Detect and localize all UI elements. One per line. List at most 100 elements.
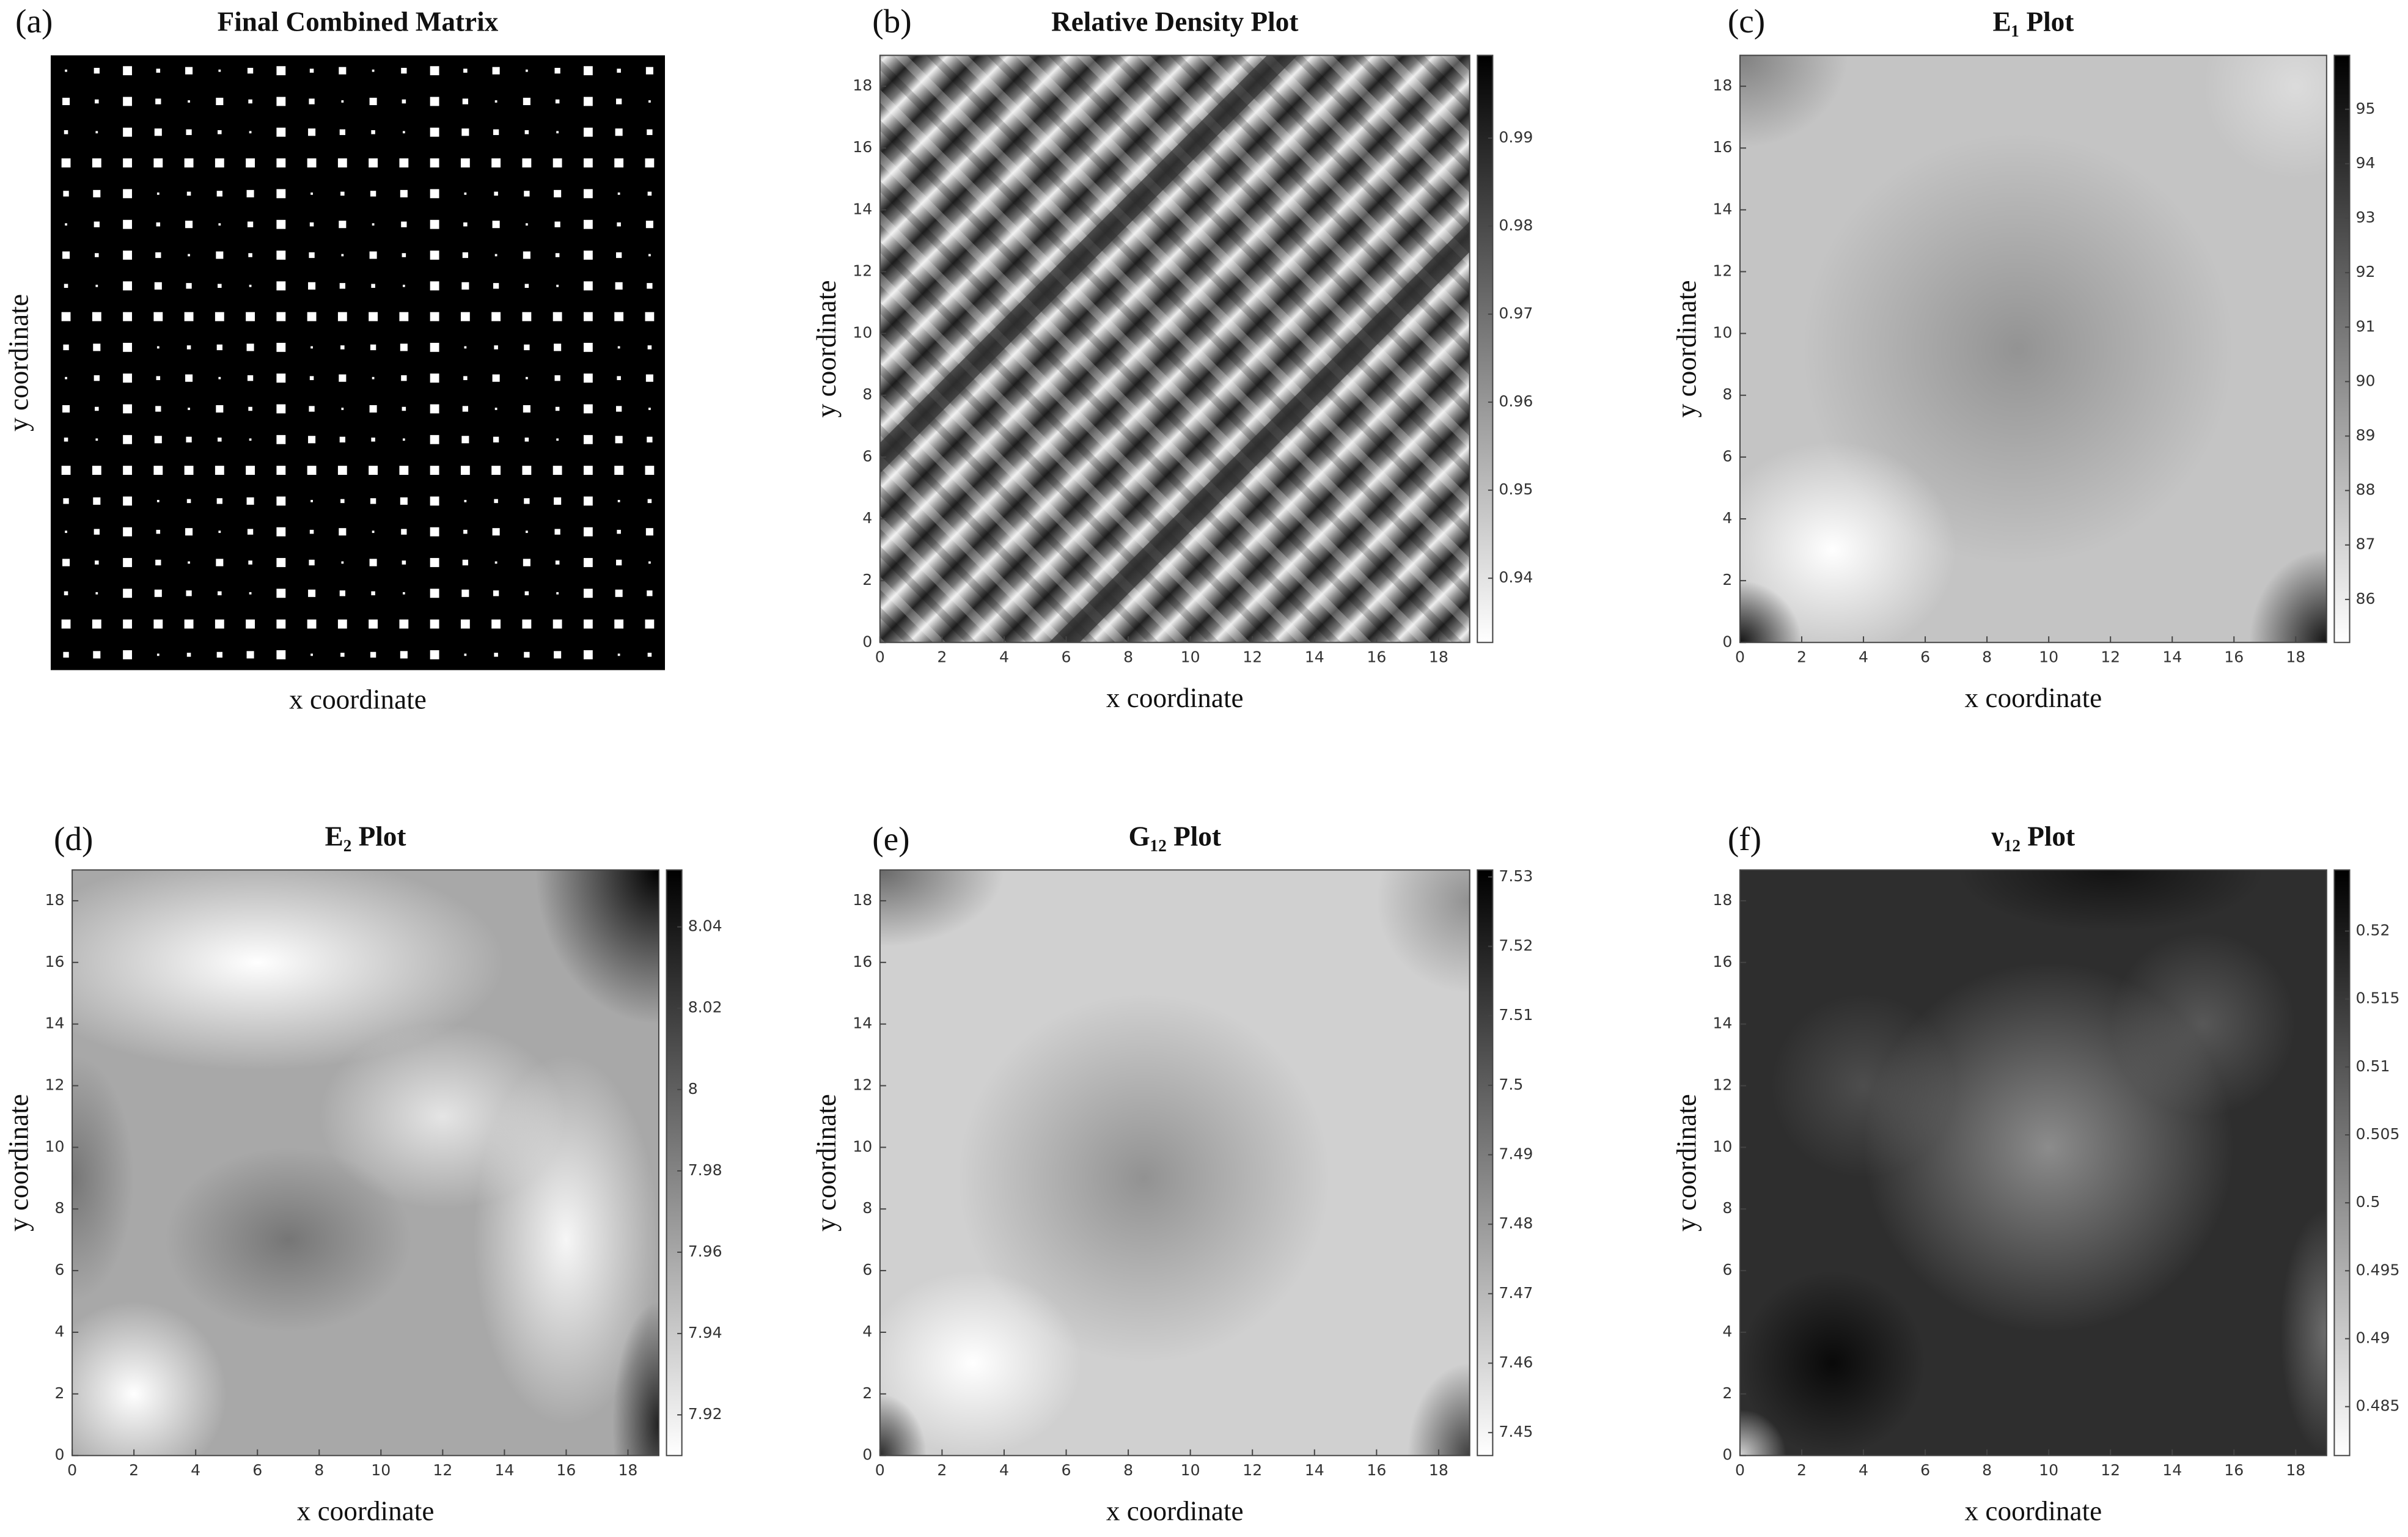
matrix-cell [93,343,101,351]
matrix-cell [123,66,132,76]
y-tick-label: 16 [853,953,872,970]
matrix-cell [276,435,286,444]
x-tick-label: 10 [1181,1461,1200,1479]
matrix-cell [402,99,406,104]
matrix-cell [185,528,193,536]
matrix-cell [430,496,439,506]
matrix-cell [154,436,162,444]
shade [1956,870,2265,932]
matrix-cell [339,436,345,442]
x-tick-label: 0 [1735,1461,1745,1479]
shade [957,993,1331,1363]
matrix-cell [525,223,528,226]
matrix-cell [494,100,497,103]
matrix-cell [94,68,100,74]
matrix-cell [248,560,252,565]
y-tick-label: 16 [853,138,872,156]
colorbar-tick-label: 7.48 [1499,1214,1533,1232]
matrix-cell [430,219,439,229]
matrix-cell [464,500,467,502]
colorbar-tick-label: 0.94 [1499,568,1533,586]
y-tick-label: 12 [1712,262,1732,279]
matrix-cell [430,251,439,260]
x-tick-label: 16 [2224,648,2244,666]
matrix-cell [615,282,623,290]
matrix-cell [371,438,375,442]
colorbar-tick-label: 7.51 [1499,1006,1533,1024]
x-axis-label: x coordinate [1106,683,1244,713]
matrix-cell [556,438,559,441]
matrix-cell [523,559,530,567]
matrix-cell [522,312,532,321]
y-tick-label: 0 [862,633,872,650]
y-tick-label: 12 [1712,1076,1732,1094]
matrix-cell [400,189,408,197]
matrix-cell [648,100,651,103]
plot-area [1739,870,2327,1456]
x-axis-label: x coordinate [1106,1496,1244,1527]
x-axis-label: x coordinate [1965,683,2102,713]
x-tick-label: 0 [875,648,885,666]
y-tick-label: 12 [853,262,872,279]
matrix-cell [341,408,344,410]
matrix-cell [369,251,377,259]
x-tick-label: 14 [494,1461,514,1479]
matrix-cell [64,130,68,134]
matrix-cell [555,253,560,257]
matrix-cell [369,97,377,106]
shade [2280,1209,2327,1456]
matrix-cell [62,405,70,413]
y-tick-label: 16 [1712,138,1732,156]
matrix-cell [276,527,286,537]
matrix-cell [62,559,70,567]
matrix-cell [617,376,621,380]
matrix-cell [430,66,439,76]
matrix-cell [402,131,405,134]
x-tick-label: 12 [2101,648,2120,666]
matrix-cell [430,312,439,321]
y-tick-label: 10 [1712,324,1732,342]
matrix-cell [525,69,528,72]
matrix-cell [524,344,530,351]
matrix-cell [494,408,497,410]
matrix-cell [276,97,286,106]
colorbar-tick-label: 7.45 [1499,1423,1533,1440]
matrix-cell [218,223,221,226]
matrix-cell [648,254,651,257]
matrix-cell [583,251,593,260]
matrix-cell [460,466,470,475]
matrix-cell [94,375,100,381]
matrix-cell [645,158,655,168]
matrix-cell [615,252,622,259]
matrix-cell [186,129,192,135]
matrix-cell [617,529,621,534]
y-axis-label: y coordinate [4,294,34,431]
plot-area [1739,55,2327,643]
y-tick-label: 14 [853,200,872,218]
colorbar-tick-label: 90 [2356,372,2376,389]
matrix-cell [430,619,439,629]
shade [1739,441,1956,643]
matrix-cell [430,127,439,137]
y-tick-label: 16 [45,953,65,970]
matrix-cell [399,158,409,168]
matrix-cell [307,466,317,475]
matrix-cell [185,374,193,382]
matrix-cell [554,651,562,659]
matrix-cell [370,191,376,197]
colorbar [1477,869,1494,1456]
colorbar [2333,869,2351,1456]
colorbar-tick-label: 7.52 [1499,937,1533,955]
matrix-cell [554,68,560,74]
matrix-cell [460,619,470,629]
matrix-cell [339,590,345,596]
matrix-cell [552,466,562,475]
shade [164,1147,412,1332]
matrix-cell [554,497,562,505]
matrix-cell [308,128,316,136]
y-tick-label: 2 [55,1384,65,1402]
colorbar-tick-label: 87 [2356,535,2376,553]
y-tick-label: 18 [853,76,872,94]
matrix-cell [309,252,315,259]
x-tick-label: 2 [1797,1461,1807,1479]
